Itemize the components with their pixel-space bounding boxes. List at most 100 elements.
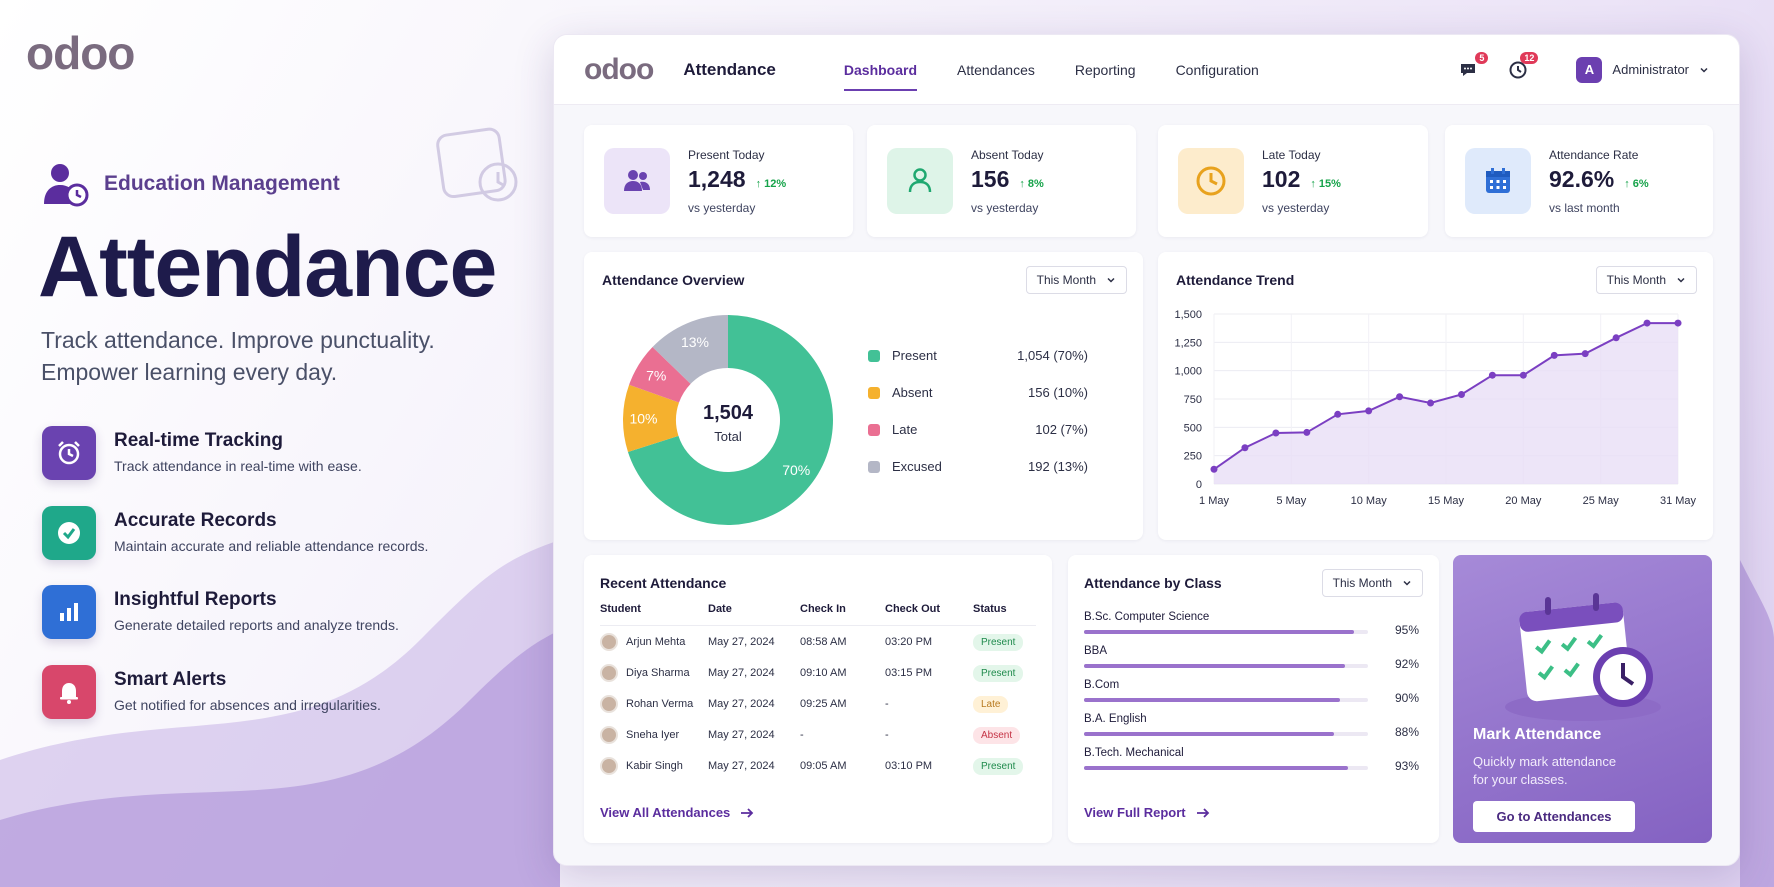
table-row[interactable]: Kabir Singh May 27, 2024 09:05 AM 03:10 PM P…: [600, 750, 1036, 781]
y-tick-label: 250: [1184, 451, 1202, 463]
activity-button[interactable]: 12: [1506, 51, 1539, 82]
trend-point[interactable]: [1396, 393, 1404, 401]
stat-card-late[interactable]: Late Today 102 ↑ 15% vs yesterday: [1158, 125, 1428, 237]
trend-point[interactable]: [1643, 319, 1651, 327]
feature-desc: Generate detailed reports and analyze tr…: [114, 617, 399, 633]
nav-configuration[interactable]: Configuration: [1175, 61, 1259, 78]
overview-period-dropdown[interactable]: This Month: [1025, 266, 1127, 294]
y-tick-label: 1,000: [1174, 366, 1202, 378]
donut-slice-excused[interactable]: [652, 315, 728, 384]
alarm-clock-icon: [42, 426, 96, 480]
class-name: B.Sc. Computer Science: [1084, 611, 1210, 623]
trend-point[interactable]: [1241, 444, 1249, 452]
table-row[interactable]: Rohan Verma May 27, 2024 09:25 AM - Late: [600, 688, 1036, 719]
legend-item-absent: Absent 156 (10%): [868, 385, 1088, 400]
avatar: [600, 633, 618, 651]
column-header[interactable]: Student: [600, 603, 708, 626]
app-name: Attendance: [683, 59, 776, 79]
class-name: B.Tech. Mechanical: [1084, 747, 1184, 759]
feature-desc: Track attendance in real-time with ease.: [114, 458, 362, 474]
trend-point[interactable]: [1581, 350, 1589, 358]
trend-point[interactable]: [1365, 407, 1373, 415]
trend-point[interactable]: [1210, 465, 1218, 473]
recent-attendance-card: Recent Attendance Student Date Check In …: [584, 555, 1052, 843]
trend-point[interactable]: [1334, 410, 1342, 418]
attendance-trend-card: Attendance Trend This Month 0 250 500 750 1,…: [1158, 252, 1713, 540]
column-header[interactable]: Check In: [800, 603, 885, 626]
link-label: View Full Report: [1084, 805, 1186, 820]
trend-point[interactable]: [1272, 429, 1280, 437]
user-menu[interactable]: A Administrator: [1576, 56, 1709, 83]
nav-dashboard[interactable]: Dashboard: [843, 35, 918, 105]
status-badge: Present: [973, 757, 1024, 775]
student-cell: Diya Sharma: [600, 657, 708, 688]
student-name: Rohan Verma: [626, 698, 694, 710]
y-tick-label: 1,250: [1174, 337, 1202, 349]
class-row: B.A. English 88%: [1084, 713, 1419, 739]
nav-reporting[interactable]: Reporting: [1074, 61, 1136, 78]
class-name: BBA: [1084, 645, 1108, 657]
stat-card-rate[interactable]: Attendance Rate 92.6% ↑ 6% vs last month: [1445, 125, 1713, 237]
student-cell: Sneha Iyer: [600, 719, 708, 750]
status-cell: Present: [973, 626, 1036, 658]
trend-point[interactable]: [1427, 399, 1435, 407]
class-percent: 93%: [1394, 759, 1419, 773]
view-full-report-link[interactable]: View Full Report: [1084, 805, 1210, 820]
class-progress-fill: [1084, 766, 1349, 770]
trend-line: [1213, 322, 1678, 471]
card-title: Attendance Trend: [1176, 272, 1295, 288]
column-header[interactable]: Status: [973, 603, 1036, 626]
feature-desc: Get notified for absences and irregulari…: [114, 697, 381, 713]
table-row[interactable]: Sneha Iyer May 27, 2024 - - Absent: [600, 719, 1036, 750]
app-logo[interactable]: odoo: [584, 52, 654, 86]
stat-value: 102: [1262, 165, 1301, 192]
promo-desc-line-1: Quickly mark attendance: [1473, 754, 1617, 769]
column-header[interactable]: Check Out: [885, 603, 973, 626]
top-bar: odoo Attendance Dashboard Attendances Re…: [554, 35, 1739, 105]
avatar: [600, 726, 618, 744]
feature-title: Real-time Tracking: [114, 430, 283, 451]
class-row: B.Tech. Mechanical 93%: [1084, 747, 1419, 773]
trend-period-dropdown[interactable]: This Month: [1595, 266, 1697, 294]
legend-swatch: [868, 386, 880, 399]
class-row: B.Com 90%: [1084, 679, 1419, 705]
class-progress-track: [1084, 630, 1368, 634]
clock-icon: [1178, 148, 1244, 214]
x-tick-label: 5 May: [1276, 495, 1306, 507]
trend-point[interactable]: [1674, 319, 1682, 327]
arrow-right-icon: [741, 807, 754, 818]
stat-card-absent[interactable]: Absent Today 156 ↑ 8% vs yesterday: [867, 125, 1136, 237]
attendance-overview-card: Attendance Overview This Month 70% 10% 7% 1…: [584, 252, 1143, 540]
status-badge: Absent: [973, 726, 1021, 744]
trend-point[interactable]: [1457, 390, 1465, 398]
feature-realtime-tracking: Real-time Tracking Track attendance in r…: [42, 426, 362, 480]
go-to-attendances-button[interactable]: Go to Attendances: [1473, 801, 1635, 832]
chat-button[interactable]: 5: [1456, 51, 1489, 82]
class-period-dropdown[interactable]: This Month: [1321, 569, 1423, 597]
class-progress-track: [1084, 698, 1368, 702]
donut-slice-absent[interactable]: [623, 384, 680, 452]
table-row[interactable]: Diya Sharma May 27, 2024 09:10 AM 03:15 PM P…: [600, 657, 1036, 688]
date-cell: May 27, 2024: [708, 729, 775, 741]
stat-card-present[interactable]: Present Today 1,248 ↑ 12% vs yesterday: [584, 125, 853, 237]
bar-chart-icon: [42, 585, 96, 639]
stat-value: 92.6%: [1549, 165, 1615, 192]
student-name: Sneha Iyer: [626, 729, 680, 741]
y-tick-label: 750: [1184, 394, 1202, 406]
view-all-attendances-link[interactable]: View All Attendances: [600, 805, 754, 820]
column-header[interactable]: Date: [708, 603, 800, 626]
card-title: Recent Attendance: [600, 575, 727, 591]
app-window: odoo Attendance Dashboard Attendances Re…: [553, 34, 1740, 866]
trend-point[interactable]: [1519, 371, 1527, 379]
trend-point[interactable]: [1612, 334, 1620, 342]
trend-point[interactable]: [1303, 428, 1311, 436]
table-row[interactable]: Arjun Mehta May 27, 2024 08:58 AM 03:20 PM P…: [600, 626, 1036, 658]
donut-slice-present[interactable]: [627, 315, 833, 525]
trend-point[interactable]: [1550, 351, 1558, 359]
legend-item-late: Late 102 (7%): [868, 422, 1088, 437]
trend-point[interactable]: [1488, 371, 1496, 379]
check-out-cell: -: [885, 698, 889, 710]
nav-attendances[interactable]: Attendances: [957, 61, 1035, 78]
donut-slice-late[interactable]: [629, 347, 691, 403]
clock-icon: [1509, 61, 1527, 78]
